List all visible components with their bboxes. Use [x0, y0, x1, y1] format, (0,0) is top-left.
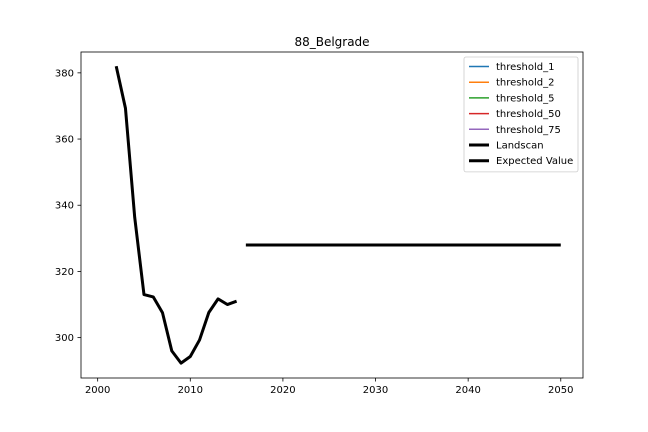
legend-label: threshold_75: [496, 125, 561, 136]
y-tick-label: 320: [55, 267, 74, 278]
y-tick-label: 300: [55, 333, 74, 344]
legend-box: [463, 56, 579, 173]
x-tick-label: 2050: [548, 385, 573, 396]
x-tick-label: 2040: [455, 385, 480, 396]
legend-label: threshold_2: [496, 78, 554, 89]
x-tick-label: 2010: [178, 385, 203, 396]
y-tick-label: 360: [55, 135, 74, 146]
legend: threshold_1 threshold_2 threshold_5thresho…: [463, 56, 579, 173]
legend-label: Expected Value: [496, 156, 573, 167]
legend-label: Landscan: [496, 141, 544, 152]
y-tick-label: 380: [55, 68, 74, 79]
chart-title: 88_Belgrade: [294, 35, 369, 49]
series-line-landscan: [114, 65, 238, 365]
series-layer: [114, 65, 561, 365]
x-tick-label: 2030: [363, 385, 388, 396]
y-tick-label: 340: [55, 201, 74, 212]
x-tick-label: 2020: [270, 385, 295, 396]
x-tick-label: 2000: [85, 385, 110, 396]
legend-label: threshold_5: [496, 93, 554, 104]
plot-frame: [80, 51, 584, 379]
axes-layer: 2000 2010 2020 2030 2040 2050 300 320 340 360 380: [55, 51, 584, 396]
legend-label: threshold_1: [496, 62, 554, 73]
legend-label: threshold_50: [496, 109, 561, 120]
